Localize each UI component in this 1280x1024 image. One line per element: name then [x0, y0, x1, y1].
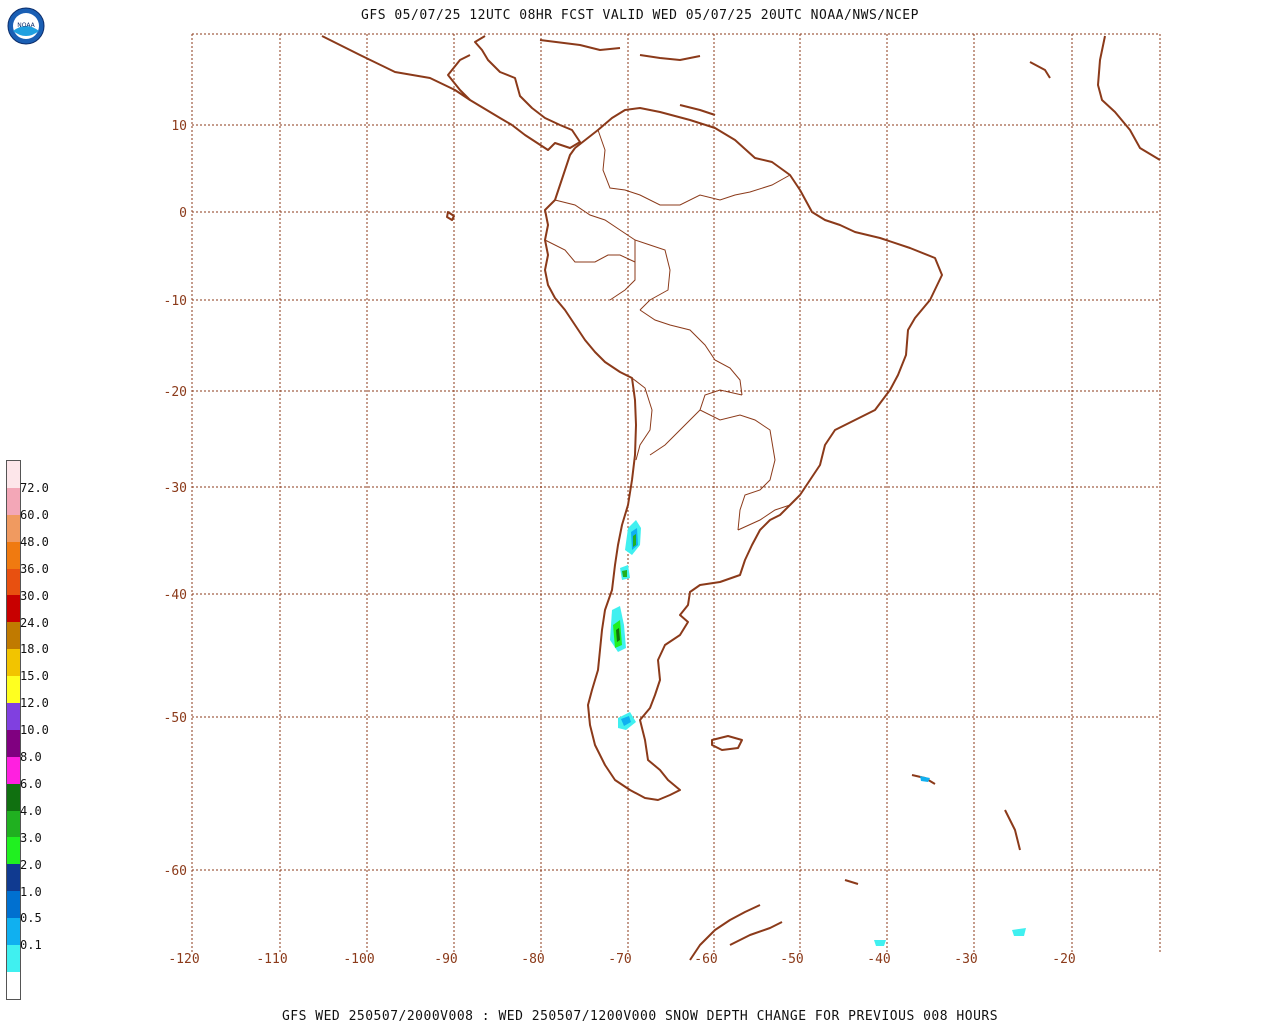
lat-label-1: 0 [179, 206, 187, 221]
lat-label-5: -40 [164, 588, 187, 603]
coastlines [321, 35, 1161, 961]
legend-swatch [7, 971, 20, 999]
map-frame [192, 33, 1161, 952]
legend-swatch [7, 568, 20, 596]
legend-swatch [7, 945, 20, 972]
legend-swatch [7, 461, 20, 488]
legend-label: 3.0 [20, 830, 42, 845]
legend-label: 8.0 [20, 750, 42, 764]
noaa-logo-icon: NOAA [7, 7, 45, 45]
legend-label: 0.1 [20, 938, 42, 953]
legend-label: 15.0 [20, 669, 49, 684]
longitude-labels: -120 -110 -100 -90 -80 -70 -60 -50 -40 -30 -20 [168, 952, 1075, 967]
lon-label-0: -120 [168, 952, 199, 967]
legend-label: 4.0 [20, 803, 42, 818]
map-title: GFS 05/07/25 12UTC 08HR FCST VALID WED 0… [361, 8, 919, 23]
legend-label: 12.0 [20, 696, 49, 711]
lon-label-4: -80 [521, 952, 544, 967]
lon-label-1: -110 [256, 952, 287, 967]
map-caption: GFS WED 250507/2000V008 : WED 250507/120… [281, 1009, 999, 1024]
legend-label: 1.0 [20, 884, 42, 899]
legend-swatch [7, 541, 20, 569]
legend-swatch [7, 891, 20, 919]
snow-contours [610, 520, 1026, 946]
country-borders [544, 129, 791, 531]
lat-label-7: -60 [164, 864, 187, 879]
legend-swatch [7, 622, 20, 650]
grid-lines [191, 34, 1160, 952]
legend-label: 60.0 [20, 507, 49, 522]
legend-swatch [7, 783, 20, 811]
legend-swatch [7, 649, 20, 677]
legend-label: 6.0 [20, 776, 42, 791]
legend-swatch [7, 918, 20, 946]
legend-label: 2.0 [20, 857, 42, 872]
legend-label: 30.0 [20, 588, 49, 603]
legend-swatch [7, 756, 20, 784]
latitude-labels: 10 0 -10 -20 -30 -40 -50 -60 [164, 119, 187, 879]
legend-swatch [7, 837, 20, 865]
legend-label: 24.0 [20, 615, 49, 630]
legend-label: 10.0 [20, 723, 49, 738]
legend-label: 18.0 [20, 642, 49, 657]
lon-label-2: -100 [343, 952, 374, 967]
legend-swatch [7, 703, 20, 730]
legend-swatch [7, 514, 20, 542]
legend-swatch [7, 487, 20, 515]
color-legend [6, 460, 21, 1000]
lon-label-8: -40 [867, 952, 890, 967]
lat-label-2: -10 [164, 294, 187, 309]
legend-swatch [7, 810, 20, 838]
legend-label: 36.0 [20, 561, 49, 576]
lon-label-6: -60 [694, 952, 717, 967]
lon-label-7: -50 [780, 952, 803, 967]
legend-label: 48.0 [20, 534, 49, 549]
lat-label-3: -20 [164, 385, 187, 400]
legend-label: 0.5 [20, 911, 42, 926]
lon-label-5: -70 [608, 952, 631, 967]
lat-label-0: 10 [171, 119, 187, 134]
legend-swatch [7, 595, 20, 623]
lat-label-4: -30 [164, 481, 187, 496]
legend-label: 72.0 [20, 481, 49, 495]
legend-swatch [7, 864, 20, 892]
lon-label-9: -30 [954, 952, 977, 967]
lon-label-10: -20 [1052, 952, 1075, 967]
legend-swatch [7, 676, 20, 704]
lat-label-6: -50 [164, 711, 187, 726]
legend-swatch [7, 729, 20, 757]
logo-text: NOAA [17, 22, 35, 29]
lon-label-3: -90 [434, 952, 457, 967]
